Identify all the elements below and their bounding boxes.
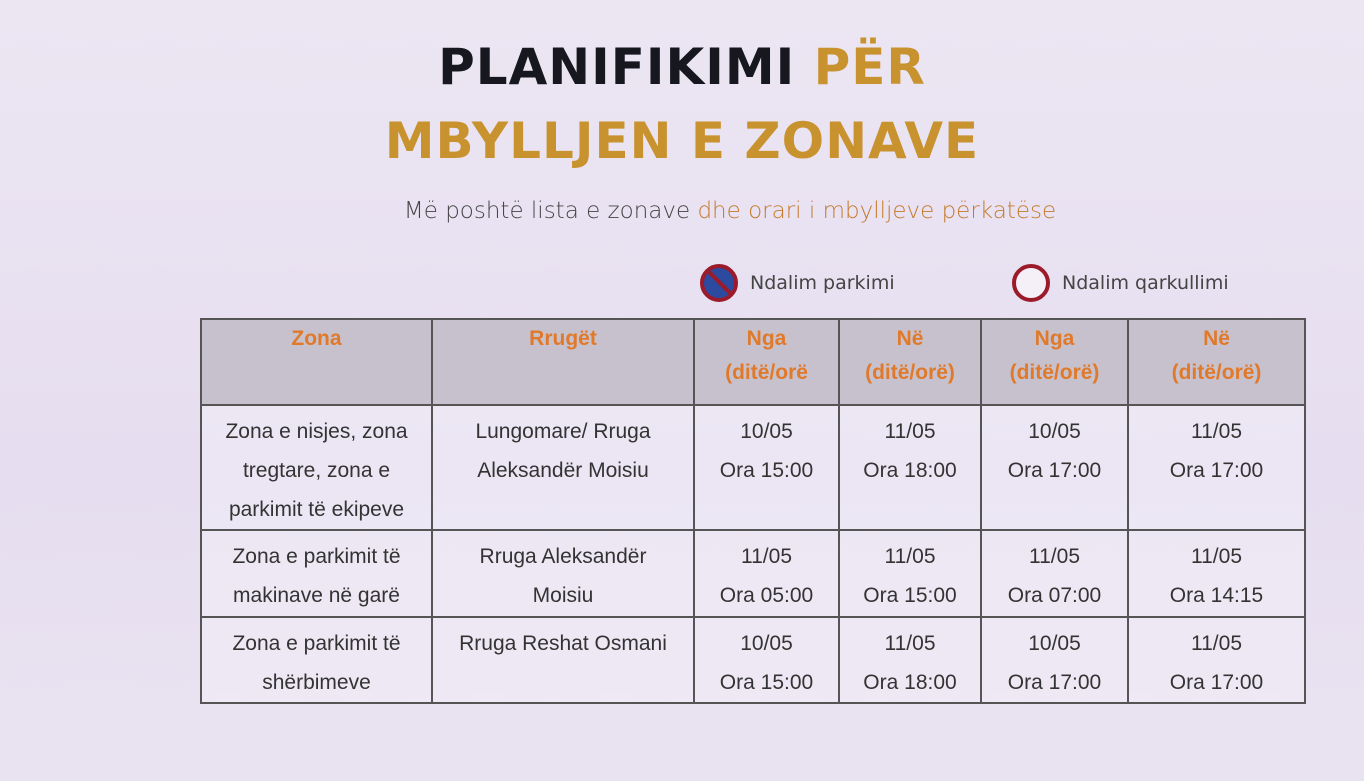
time: Ora 18:00 xyxy=(863,671,957,694)
header-line-2: (ditë/orë xyxy=(725,361,808,384)
date: 11/05 xyxy=(884,545,936,568)
header-line-1: Rrugët xyxy=(529,327,597,350)
datetime-cell: 10/05 Ora 17:00 xyxy=(980,404,1129,531)
header-line-1: Në xyxy=(1203,327,1230,350)
date: 10/05 xyxy=(740,420,793,443)
rruget-text: Rruga Reshat Osmani xyxy=(459,632,667,655)
rruget-cell: Lungomare/ Rruga Aleksandër Moisiu xyxy=(431,404,695,531)
zona-cell: Zona e parkimit të shërbimeve xyxy=(200,616,433,704)
header-row: Zona Rrugët Nga (ditë/orë Në (ditë/orë) Nga (di… xyxy=(200,318,1306,406)
column-header: Në (ditë/orë) xyxy=(838,318,982,406)
zona-text: Zona e parkimit të makinave në garë xyxy=(232,545,401,607)
header-line-1: Zona xyxy=(291,327,342,350)
date: 11/05 xyxy=(884,632,936,655)
zona-cell: Zona e nisjes, zona tregtare, zona e par… xyxy=(200,404,433,531)
time: Ora 05:00 xyxy=(719,584,814,607)
datetime-cell: 10/05 Ora 15:00 xyxy=(693,616,840,704)
legend-label: Ndalim parkimi xyxy=(750,272,895,294)
zona-text: Zona e nisjes, zona tregtare, zona e par… xyxy=(225,420,408,521)
time: Ora 18:00 xyxy=(863,459,957,482)
subtitle: Më poshtë lista e zonave dhe orari i mby… xyxy=(0,198,1364,224)
datetime-cell: 11/05 Ora 18:00 xyxy=(838,616,982,704)
header-line-2: (ditë/orë) xyxy=(1009,361,1100,384)
header-line-1: Nga xyxy=(746,327,787,350)
column-header: Zona xyxy=(200,318,433,406)
datetime-cell: 11/05 Ora 05:00 xyxy=(693,529,840,618)
header-line-1: Në xyxy=(896,327,924,350)
legend-no-traffic: Ndalim qarkullimi xyxy=(1012,264,1229,302)
zona-text: Zona e parkimit të shërbimeve xyxy=(232,632,401,694)
time: Ora 14:15 xyxy=(1169,584,1264,607)
datetime-cell: 10/05 Ora 15:00 xyxy=(693,404,840,531)
legend-no-parking: Ndalim parkimi xyxy=(700,264,895,302)
time: Ora 17:00 xyxy=(1169,671,1264,694)
time: Ora 17:00 xyxy=(1007,671,1102,694)
date: 11/05 xyxy=(1191,545,1242,568)
subtitle-part-1: Më poshtë lista e zonave xyxy=(403,198,698,224)
date: 10/05 xyxy=(740,632,793,655)
table-row: Zona e parkimit të makinave në garë Rruga… xyxy=(200,529,1306,618)
time: Ora 07:00 xyxy=(1007,584,1102,607)
rruget-cell: Rruga Reshat Osmani xyxy=(431,616,695,704)
date: 11/05 xyxy=(1029,545,1080,568)
table-row: Zona e parkimit të shërbimeve Rruga Resha… xyxy=(200,616,1306,704)
datetime-cell: 11/05 Ora 18:00 xyxy=(838,404,982,531)
date: 11/05 xyxy=(1191,632,1242,655)
header-line-1: Nga xyxy=(1034,327,1075,350)
rruget-text: Lungomare/ Rruga Aleksandër Moisiu xyxy=(475,420,651,482)
time: Ora 17:00 xyxy=(1169,459,1264,482)
title-line-2: MBYLLJEN E ZONAVE xyxy=(384,112,980,170)
datetime-cell: 11/05 Ora 15:00 xyxy=(838,529,982,618)
no-traffic-sign-icon xyxy=(1012,264,1050,302)
closure-schedule-table: Zona Rrugët Nga (ditë/orë Në (ditë/orë) Nga (di… xyxy=(200,318,1306,704)
zona-cell: Zona e parkimit të makinave në garë xyxy=(200,529,433,618)
header-line-2: (ditë/orë) xyxy=(865,361,955,384)
column-header: Nga (ditë/orë xyxy=(693,318,840,406)
date: 11/05 xyxy=(741,545,792,568)
legend-label: Ndalim qarkullimi xyxy=(1062,272,1229,294)
datetime-cell: 11/05 Ora 07:00 xyxy=(980,529,1129,618)
column-header: Nga (ditë/orë) xyxy=(980,318,1129,406)
datetime-cell: 10/05 Ora 17:00 xyxy=(980,616,1129,704)
date: 10/05 xyxy=(1028,420,1081,443)
time: Ora 15:00 xyxy=(863,584,957,607)
datetime-cell: 11/05 Ora 17:00 xyxy=(1127,616,1306,704)
title-line-1: PLANIFIKIMI PËR xyxy=(0,38,1364,96)
datetime-cell: 11/05 Ora 17:00 xyxy=(1127,404,1306,531)
date: 11/05 xyxy=(884,420,936,443)
title-dark: PLANIFIKIMI xyxy=(438,38,814,96)
column-header: Rrugët xyxy=(431,318,695,406)
subtitle-part-2: dhe orari i mbylljeve përkatëse xyxy=(697,198,1057,224)
rruget-cell: Rruga Aleksandër Moisiu xyxy=(431,529,695,618)
date: 10/05 xyxy=(1028,632,1081,655)
no-parking-sign-icon xyxy=(700,264,738,302)
time: Ora 15:00 xyxy=(719,459,814,482)
datetime-cell: 11/05 Ora 14:15 xyxy=(1127,529,1306,618)
column-header: Në (ditë/orë) xyxy=(1127,318,1306,406)
rruget-text: Rruga Aleksandër Moisiu xyxy=(479,545,647,607)
title-gold: PËR xyxy=(813,38,926,96)
date: 11/05 xyxy=(1191,420,1242,443)
header-line-2: (ditë/orë) xyxy=(1171,361,1262,384)
time: Ora 15:00 xyxy=(719,671,814,694)
time: Ora 17:00 xyxy=(1007,459,1102,482)
table-row: Zona e nisjes, zona tregtare, zona e par… xyxy=(200,404,1306,531)
